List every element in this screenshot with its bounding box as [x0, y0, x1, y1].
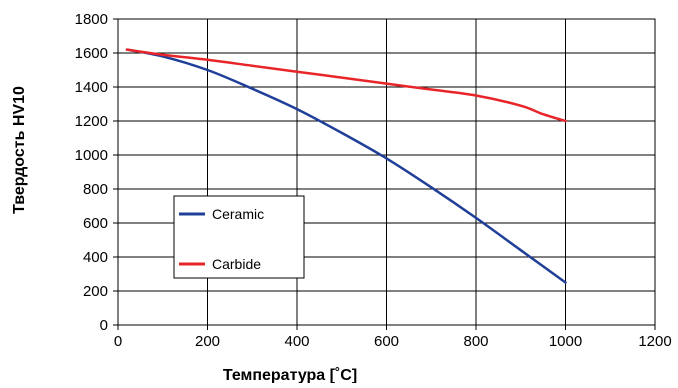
legend-label-ceramic: Ceramic — [212, 206, 264, 222]
x-tick-label: 800 — [463, 333, 488, 350]
y-tick-label: 800 — [83, 181, 108, 198]
x-tick-label: 1000 — [549, 333, 582, 350]
y-tick-label: 1000 — [75, 147, 108, 164]
legend-label-carbide: Carbide — [212, 256, 261, 272]
y-tick-label: 200 — [83, 283, 108, 300]
y-axis-title: Твердость HV10 — [11, 86, 28, 214]
y-tick-label: 1200 — [75, 113, 108, 130]
x-tick-label: 0 — [114, 333, 122, 350]
series-layer — [125, 48, 567, 284]
legend: Ceramic Carbide — [173, 195, 305, 279]
y-tick-label: 600 — [83, 215, 108, 232]
x-axis-title: Температура [˚C] — [223, 367, 357, 383]
y-tick-label: 1800 — [75, 11, 108, 28]
y-tick-label: 1600 — [75, 45, 108, 62]
series-line-ceramic — [125, 48, 567, 284]
y-tick-label: 0 — [100, 317, 108, 334]
x-axis: 0 200 400 600 800 1000 1200 — [114, 325, 672, 350]
x-tick-label: 1200 — [638, 333, 671, 350]
x-tick-label: 600 — [374, 333, 399, 350]
y-axis: 0 200 400 600 800 1000 1200 1400 1600 1800 — [75, 11, 118, 334]
y-tick-label: 400 — [83, 249, 108, 266]
x-tick-label: 200 — [195, 333, 220, 350]
series-line-carbide — [125, 48, 567, 123]
y-tick-label: 1400 — [75, 79, 108, 96]
x-tick-label: 400 — [284, 333, 309, 350]
